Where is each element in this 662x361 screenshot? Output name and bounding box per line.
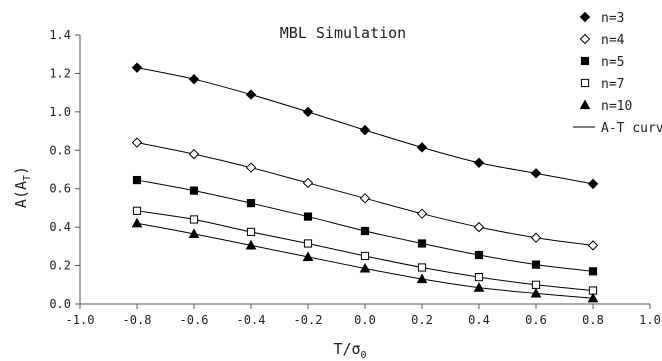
data-point — [246, 227, 256, 237]
x-tick-label: 1.0 — [639, 313, 661, 327]
legend-marker — [579, 11, 591, 23]
legend-label: A-T curve — [601, 121, 662, 136]
data-point — [359, 262, 371, 273]
data-point — [302, 106, 314, 118]
data-point — [474, 273, 484, 282]
x-tick-label: -0.6 — [180, 313, 209, 327]
x-tick-label: -0.2 — [294, 313, 323, 327]
data-point — [587, 240, 599, 251]
data-point — [416, 208, 428, 219]
data-point — [303, 239, 313, 248]
data-point — [188, 228, 200, 238]
legend: n=3 n=4 n=5 n=7 n=10 A-T curve — [573, 11, 662, 136]
data-point — [245, 162, 257, 173]
data-point — [531, 280, 541, 289]
legend-label: n=5 — [601, 55, 624, 70]
y-tick-label: 0.2 — [49, 259, 71, 273]
a-t-curve — [136, 210, 594, 292]
data-point — [189, 215, 199, 224]
y-tick-label: 1.2 — [49, 66, 71, 80]
x-tick-label: 0.0 — [354, 313, 376, 327]
data-point — [246, 199, 256, 208]
x-tick-label: -1.0 — [66, 313, 95, 327]
data-point — [587, 292, 599, 303]
data-point — [302, 177, 314, 189]
y-tick-label: 0.6 — [49, 182, 71, 196]
data-point — [131, 62, 143, 73]
data-point — [530, 168, 542, 179]
x-tick-label: 0.6 — [525, 313, 547, 327]
data-point — [588, 267, 598, 276]
data-point — [303, 212, 313, 221]
y-tick-label: 0.0 — [49, 297, 71, 311]
x-axis-title: T/σ0 — [333, 340, 366, 361]
data-point — [530, 287, 542, 298]
x-tick-label: 0.2 — [411, 313, 433, 327]
data-point — [245, 239, 257, 250]
data-point — [131, 137, 143, 148]
data-point — [359, 124, 371, 136]
axes: 0.0 0.2 0.4 0.6 0.8 1.0 1.2 1.4 -1.0 -0.8 -0.6 -0.4… — [49, 28, 661, 327]
data-point — [416, 273, 428, 284]
data-point — [189, 186, 199, 195]
data-point — [360, 251, 370, 261]
legend-marker — [579, 33, 591, 45]
data-point — [245, 89, 257, 100]
legend-marker — [579, 99, 591, 110]
chart-title: MBL Simulation — [280, 24, 406, 42]
y-axis-title: A(AT) — [12, 166, 33, 208]
y-tick-label: 1.0 — [49, 105, 71, 119]
data-point — [188, 148, 200, 160]
legend-label: n=3 — [601, 11, 624, 26]
data-point — [302, 251, 314, 262]
x-axis-title-subscript: 0 — [361, 350, 367, 361]
x-tick-label: -0.4 — [237, 313, 266, 327]
marker-layer — [131, 62, 599, 303]
y-tick-label: 0.8 — [49, 143, 71, 157]
legend-label: n=4 — [601, 33, 625, 48]
data-point — [132, 175, 142, 185]
legend-marker — [580, 78, 590, 88]
data-point — [132, 206, 142, 215]
x-tick-label: 0.8 — [582, 313, 604, 327]
y-tick-label: 0.4 — [49, 220, 71, 234]
data-point — [473, 221, 485, 233]
data-point — [474, 250, 484, 260]
data-point — [531, 260, 541, 269]
y-axis-title-subscript: T — [22, 175, 33, 181]
legend-marker — [580, 56, 590, 66]
data-point — [530, 232, 542, 243]
x-tick-label: -0.8 — [123, 313, 152, 327]
data-point — [360, 226, 370, 236]
data-point — [417, 239, 427, 248]
data-point — [417, 263, 427, 272]
data-point — [473, 282, 485, 292]
data-point — [473, 157, 485, 168]
data-point — [359, 193, 371, 204]
data-point — [188, 73, 200, 85]
data-point — [587, 178, 599, 190]
data-point — [131, 217, 143, 228]
legend-label: n=10 — [601, 99, 632, 114]
x-tick-label: 0.4 — [468, 313, 490, 327]
data-point — [416, 142, 428, 153]
legend-label: n=7 — [601, 77, 624, 92]
y-tick-label: 1.4 — [49, 28, 71, 42]
